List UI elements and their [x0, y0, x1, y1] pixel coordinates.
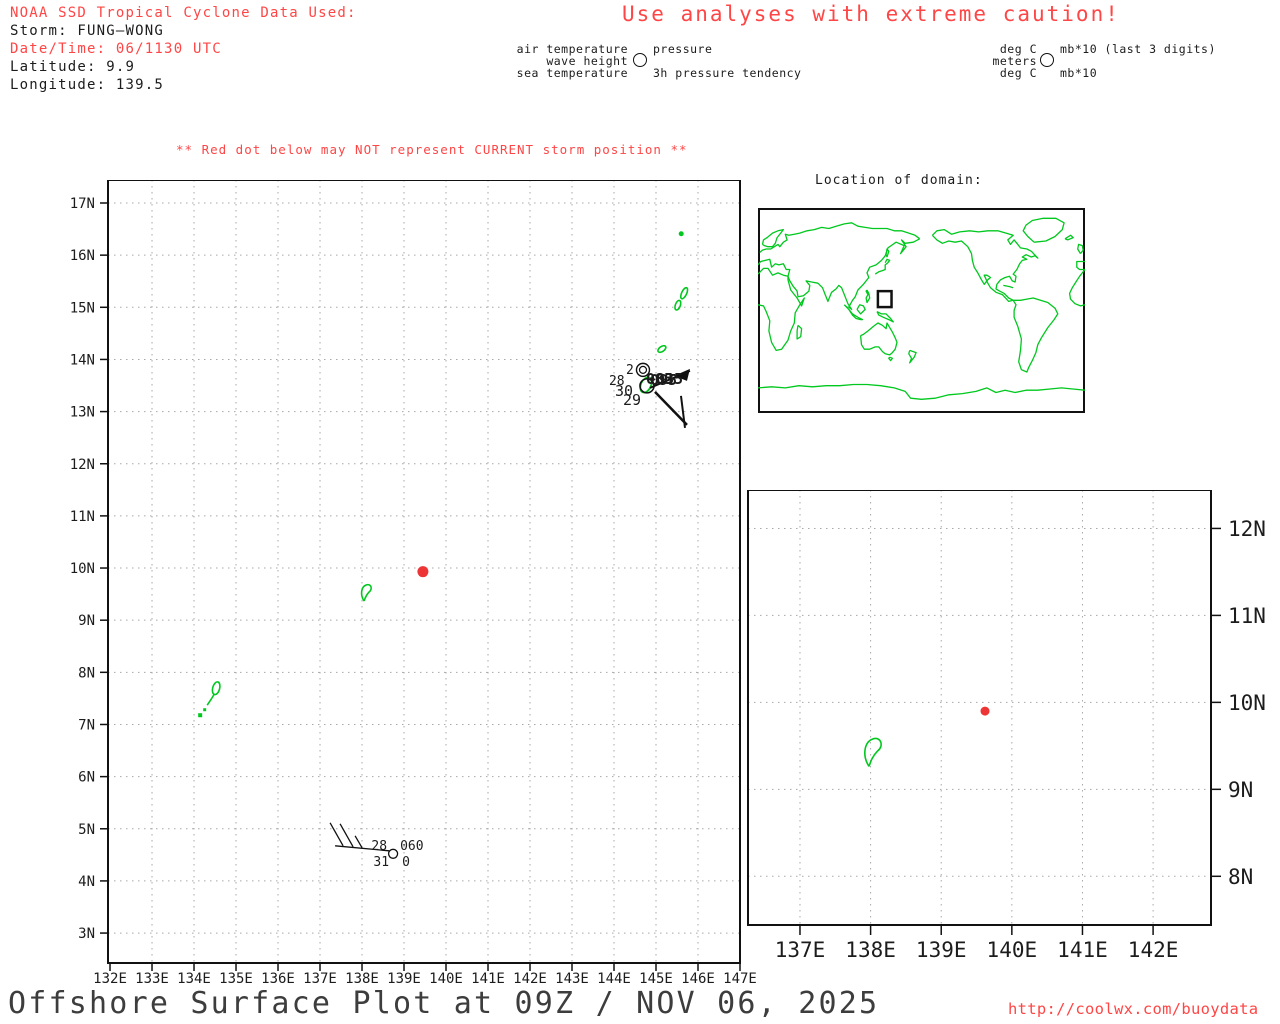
legend-tendency: 3h pressure tendency	[653, 66, 802, 80]
svg-text:17N: 17N	[70, 196, 95, 212]
svg-text:140E: 140E	[987, 938, 1038, 962]
svg-text:060: 060	[400, 839, 423, 854]
svg-text:6N: 6N	[78, 770, 95, 786]
page-title: Offshore Surface Plot at 09Z / NOV 06, 2…	[8, 986, 880, 1021]
svg-text:2: 2	[626, 363, 634, 378]
svg-text:137E: 137E	[303, 971, 337, 987]
grid-lines	[108, 180, 740, 963]
datetime-line: Date/Time: 06/1130 UTC	[10, 41, 222, 57]
svg-text:147E: 147E	[723, 971, 757, 987]
svg-text:035: 035	[656, 370, 683, 388]
axis-ticks-labels: 132E 133E 134E 135E 136E 137E 138E 139E 140E 141E…	[70, 196, 757, 987]
svg-text:139E: 139E	[387, 971, 421, 987]
svg-text:134E: 134E	[177, 971, 211, 987]
svg-text:29: 29	[623, 391, 641, 409]
island-coastlines	[864, 737, 882, 767]
svg-text:13N: 13N	[70, 405, 95, 421]
plot-border	[107, 180, 741, 964]
storm-position-dot	[980, 706, 990, 716]
longitude-line: Longitude: 139.5	[10, 77, 165, 93]
legend-wave-units: meters	[992, 54, 1037, 68]
svg-text:132E: 132E	[93, 971, 127, 987]
svg-text:5N: 5N	[78, 822, 95, 838]
svg-text:12N: 12N	[70, 457, 95, 473]
svg-text:28: 28	[609, 374, 625, 389]
svg-text:8N: 8N	[78, 665, 95, 681]
island-coastlines	[198, 231, 689, 718]
world-map-border	[758, 208, 1085, 413]
world-locator-map	[758, 208, 1085, 413]
svg-text:137E: 137E	[775, 938, 826, 962]
svg-text:9N: 9N	[78, 613, 95, 629]
storm-name-line: Storm: FUNG—WONG	[10, 23, 165, 39]
axis-ticks-labels: 137E 138E 139E 140E 141E 142E 8N 9N 10N 11N 12N	[775, 517, 1266, 962]
svg-text:9N: 9N	[1228, 778, 1253, 802]
storm-position-dot	[417, 566, 429, 578]
svg-text:31: 31	[373, 855, 389, 870]
svg-text:141E: 141E	[1057, 938, 1108, 962]
legend-station-circle-icon	[633, 53, 647, 67]
svg-text:095: 095	[650, 371, 677, 389]
buoydata-url-link[interactable]: http://coolwx.com/buoydata	[1008, 1000, 1259, 1018]
svg-text:28: 28	[371, 839, 387, 854]
svg-text:14N: 14N	[70, 352, 95, 368]
legend-pressure-units: mb*10 (last 3 digits)	[1060, 42, 1216, 56]
legend-air-temel: air temperature	[516, 42, 628, 56]
legend-sea-units: deg C	[999, 66, 1037, 80]
domain-map-title: Location of domain:	[815, 173, 983, 188]
svg-text:142E: 142E	[1128, 938, 1179, 962]
svg-text:143E: 143E	[555, 971, 589, 987]
svg-text:141E: 141E	[471, 971, 505, 987]
legend-wave-height: wave height	[546, 54, 628, 68]
legend-tendency-units: mb*10	[1060, 66, 1098, 80]
svg-text:10N: 10N	[70, 561, 95, 577]
svg-text:085: 085	[646, 370, 673, 388]
domain-rectangle	[876, 289, 893, 309]
svg-text:140E: 140E	[429, 971, 463, 987]
svg-text:16N: 16N	[70, 248, 95, 264]
svg-text:146E: 146E	[681, 971, 715, 987]
svg-text:3N: 3N	[78, 926, 95, 942]
svg-text:139E: 139E	[916, 938, 967, 962]
inset-zoom-plot: 137E 138E 139E 140E 141E 142E 8N 9N 10N 11N 12N	[747, 490, 1266, 962]
latitude-line: Latitude: 9.9	[10, 59, 136, 75]
svg-text:138E: 138E	[845, 938, 896, 962]
svg-text:142E: 142E	[513, 971, 547, 987]
svg-text:4N: 4N	[78, 874, 95, 890]
noaa-source-line: NOAA SSD Tropical Cyclone Data Used:	[10, 5, 357, 21]
legend-sea-temp: sea temperature	[516, 66, 628, 80]
svg-text:7N: 7N	[78, 718, 95, 734]
svg-text:135E: 135E	[219, 971, 253, 987]
svg-text:10N: 10N	[1228, 691, 1266, 715]
legend-air-units: deg C	[999, 42, 1037, 56]
svg-text:0: 0	[402, 855, 410, 870]
svg-text:136E: 136E	[261, 971, 295, 987]
svg-text:11N: 11N	[70, 509, 95, 525]
world-coastlines	[758, 217, 1085, 400]
legend-pressure: pressure	[653, 42, 713, 56]
legend-station-circle-icon-units	[1040, 53, 1054, 67]
svg-text:138E: 138E	[345, 971, 379, 987]
plot-border	[747, 490, 1212, 926]
svg-text:12N: 12N	[1228, 517, 1266, 541]
svg-text:30: 30	[615, 382, 633, 400]
svg-text:8N: 8N	[1228, 865, 1253, 889]
svg-text:145E: 145E	[639, 971, 673, 987]
svg-text:144E: 144E	[597, 971, 631, 987]
svg-text:15N: 15N	[70, 300, 95, 316]
caution-banner: Use analyses with extreme caution!	[622, 2, 1120, 26]
svg-text:11N: 11N	[1228, 604, 1266, 628]
main-surface-plot: 132E 133E 134E 135E 136E 137E 138E 139E 140E 141E…	[70, 180, 757, 987]
storm-position-warning: ** Red dot below may NOT represent CURRE…	[176, 142, 688, 157]
grid-lines	[748, 490, 1211, 925]
svg-text:133E: 133E	[135, 971, 169, 987]
